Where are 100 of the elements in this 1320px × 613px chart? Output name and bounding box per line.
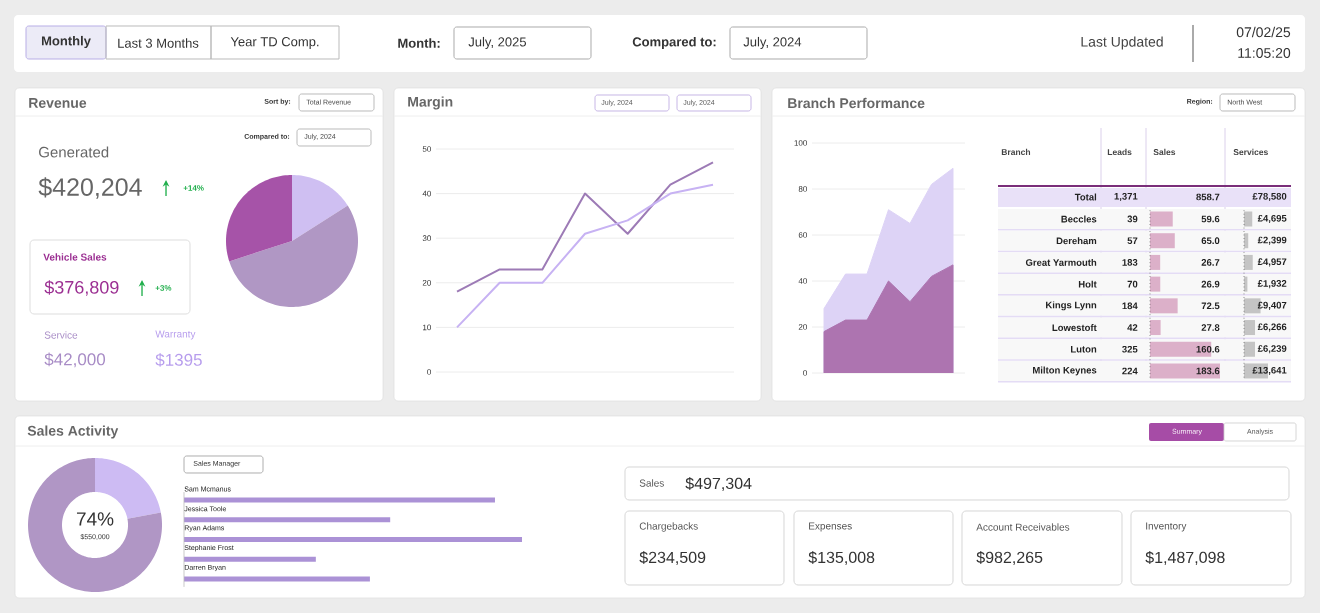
y-tick-label: Kings Lynn [1046, 301, 1097, 311]
text: +14% [183, 185, 204, 191]
text: $376,809 [44, 280, 119, 296]
bar [1150, 320, 1161, 336]
text: 1,371 [1114, 192, 1138, 202]
y-tick-label: 20 [422, 279, 431, 286]
text: Expenses [809, 522, 852, 532]
text: Year TD Comp. [230, 37, 319, 49]
y-tick-label: Great Yarmouth [1025, 258, 1097, 266]
y-tick-label: 30 [422, 235, 431, 242]
bar [1244, 320, 1256, 336]
text: 07/02/25 [1236, 26, 1291, 38]
y-tick-label: Holt [1078, 280, 1097, 288]
text: Generated [39, 146, 109, 158]
chart-title: Margin [408, 96, 453, 110]
text: 39 [1127, 215, 1138, 223]
bar [1150, 363, 1221, 379]
text: July, 2025 [468, 36, 527, 50]
x-axis-title: Sales [1153, 148, 1176, 156]
text: Last 3 Months [118, 38, 199, 48]
text: 858.7 [1196, 193, 1220, 201]
text: $497,304 [685, 477, 752, 491]
data-label: £13,641 [1252, 366, 1287, 375]
bar [1150, 254, 1161, 270]
line-series [456, 183, 715, 329]
y-tick-label: Luton [1071, 345, 1097, 353]
text: 184 [1122, 302, 1138, 310]
text: $135,008 [808, 551, 875, 565]
text: 70 [1127, 280, 1138, 288]
data-label: £1,932 [1257, 280, 1287, 289]
bar [1150, 298, 1178, 314]
text: $982,265 [976, 551, 1043, 565]
text: 325 [1122, 345, 1138, 353]
text: Chargebacks [639, 522, 698, 532]
bar [1244, 211, 1253, 227]
data-label: 26.9 [1201, 280, 1220, 288]
text: Vehicle Sales [43, 253, 107, 261]
y-tick-label: Dereham [1056, 237, 1097, 245]
text: 224 [1122, 367, 1138, 375]
y-tick-label: Beccles [1061, 215, 1097, 223]
text: $1,487,098 [1145, 551, 1225, 565]
bar [1244, 233, 1249, 249]
bar [1150, 211, 1173, 227]
text: Last Updated [1081, 36, 1163, 50]
y-tick-label: 0 [427, 369, 431, 375]
text: Service [44, 331, 78, 339]
text: 42 [1127, 324, 1138, 331]
y-tick-label: 100 [794, 140, 807, 146]
y-tick-label: 0 [803, 370, 807, 376]
text: Leads [1107, 148, 1132, 156]
chart-title: Branch Performance [788, 97, 925, 109]
text: £78,580 [1252, 192, 1287, 202]
y-tick-label: 40 [798, 278, 807, 284]
y-tick-label: 60 [798, 232, 807, 238]
text: 183 [1122, 259, 1138, 266]
text: 11:05:20 [1238, 48, 1291, 58]
text: Compared to: [632, 36, 716, 50]
y-tick-label: 20 [798, 324, 807, 330]
y-tick-label: Milton Keynes [1033, 366, 1097, 376]
bar [1244, 341, 1255, 357]
data-label: 72.5 [1201, 302, 1220, 310]
y-tick-label: 10 [423, 324, 431, 331]
y-tick-label: Lowestoft [1052, 324, 1097, 332]
text: Month: [398, 38, 440, 48]
data-label: £9,407 [1257, 301, 1287, 310]
x-axis-title: Services [1233, 148, 1268, 156]
text: +3% [155, 285, 172, 291]
text: Inventory [1146, 522, 1187, 532]
data-label: £2,399 [1257, 236, 1287, 245]
data-label: £4,957 [1257, 258, 1287, 267]
text: Total [1074, 193, 1097, 201]
data-label: £4,695 [1257, 214, 1287, 224]
text: Warranty [155, 330, 196, 340]
bar [1244, 254, 1253, 270]
text: $42,000 [44, 352, 106, 368]
text: 74% [76, 512, 114, 526]
bar [1150, 276, 1161, 292]
y-axis-title: Branch [1001, 148, 1031, 156]
y-tick-label: 80 [798, 186, 807, 192]
bar [1150, 233, 1175, 249]
y-tick-label: 40 [422, 190, 431, 197]
text: $1395 [155, 353, 202, 367]
data-label: 26.7 [1201, 259, 1220, 266]
data-label: 27.8 [1201, 324, 1220, 331]
chart-title: Sales Activity [27, 425, 119, 439]
text: Revenue [29, 98, 87, 108]
data-label: £6,239 [1257, 345, 1287, 354]
text: 57 [1127, 237, 1138, 244]
line-series [456, 161, 715, 293]
text: Sales [639, 479, 664, 487]
data-label: 59.6 [1201, 215, 1220, 223]
text: Account Receivables [976, 523, 1070, 531]
data-label: 160.6 [1196, 345, 1220, 353]
text: Monthly [41, 35, 91, 49]
data-label: 183.6 [1196, 367, 1220, 375]
y-tick-label: 50 [422, 146, 431, 152]
data-label: £6,266 [1257, 323, 1287, 332]
text: $234,509 [639, 551, 706, 565]
text: July, 2024 [743, 36, 802, 50]
data-label: 65.0 [1201, 237, 1220, 245]
